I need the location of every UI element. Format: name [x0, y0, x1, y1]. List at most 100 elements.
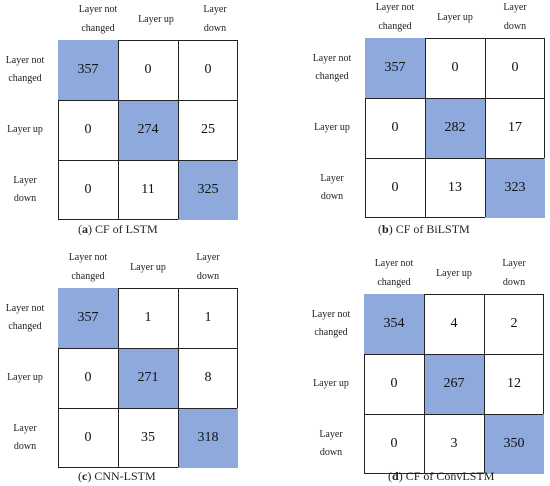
matrix-cell: 8: [204, 370, 212, 385]
confusion-matrix-grid: 354 4 2 0 267 12 0 3 350: [364, 294, 544, 474]
column-label-line: down: [502, 277, 526, 288]
grid-line: [178, 289, 179, 467]
matrix-cell: 0: [144, 62, 152, 77]
row-label: Layer not changed: [300, 306, 362, 342]
row-label-line: Layer not: [312, 53, 352, 64]
diagonal-cell: 354: [364, 294, 424, 354]
column-label: Layer not changed: [58, 248, 118, 286]
panel-caption-letter: b: [382, 222, 389, 236]
row-label-line: down: [319, 447, 343, 458]
matrix-cell: 25: [201, 122, 215, 137]
column-label-line: Layer up: [437, 11, 473, 23]
grid-line: [366, 158, 544, 159]
column-label-line: Layer not: [374, 258, 414, 269]
panel-caption-letter: a: [82, 222, 88, 236]
column-label-line: Layer: [203, 4, 227, 15]
grid-line: [59, 408, 237, 409]
grid-line: [59, 160, 237, 161]
column-label-line: down: [203, 23, 227, 34]
column-label: Layer not changed: [68, 0, 128, 38]
matrix-cell: 0: [84, 370, 92, 385]
row-label-line: changed: [314, 327, 348, 338]
panel-caption-text: CF of ConvLSTM: [402, 469, 495, 483]
row-label-line: Layer: [13, 175, 37, 186]
column-label-line: Layer up: [436, 267, 472, 279]
row-label-line: Layer: [13, 423, 37, 434]
panel-caption-letter: c: [82, 469, 88, 483]
column-label: Layer down: [178, 248, 238, 286]
matrix-cell: 0: [511, 60, 519, 75]
diagonal-cell: 350: [484, 414, 544, 474]
diagonal-cell: 357: [58, 40, 118, 100]
matrix-cell: 2: [510, 316, 518, 331]
diagonal-cell: 282: [425, 98, 485, 158]
confusion-matrix-grid: 357 0 0 0 282 17 0 13 323: [365, 38, 545, 218]
row-label-line: Layer up: [7, 372, 43, 383]
row-label-line: changed: [8, 321, 42, 332]
matrix-cell: 3: [450, 436, 458, 451]
confusion-matrix-grid: 357 1 1 0 271 8 0 35 318: [58, 288, 238, 468]
row-label-line: Layer: [320, 173, 344, 184]
row-label: Layer up: [0, 369, 56, 387]
column-label-line: changed: [71, 271, 105, 282]
column-label-line: down: [503, 21, 527, 32]
column-label: Layer down: [484, 254, 544, 292]
diagonal-cell: 357: [58, 288, 118, 348]
matrix-cell: 13: [448, 180, 462, 195]
row-label-line: Layer not: [5, 55, 45, 66]
row-label-line: changed: [315, 71, 349, 82]
row-label-line: down: [13, 441, 37, 452]
matrix-cell: 0: [204, 62, 212, 77]
matrix-cell: 0: [390, 376, 398, 391]
row-label: Layer down: [0, 420, 56, 456]
diagonal-cell: 267: [424, 354, 484, 414]
grid-line: [425, 39, 426, 217]
diagonal-cell: 271: [118, 348, 178, 408]
confusion-matrix-grid: 357 0 0 0 274 25 0 11 325: [58, 40, 238, 220]
panel-caption-text: CNN-LSTM: [91, 469, 156, 483]
matrix-cell: 0: [391, 120, 399, 135]
panel-caption-text: CF of BiLSTM: [392, 222, 470, 236]
matrix-cell: 35: [141, 430, 155, 445]
matrix-cell: 1: [144, 310, 152, 325]
column-label-line: Layer up: [130, 261, 166, 273]
column-label-line: Layer not: [68, 252, 108, 263]
column-label-line: Layer: [502, 258, 526, 269]
row-label: Layer up: [301, 119, 363, 137]
grid-line: [59, 348, 237, 349]
column-label-line: Layer up: [138, 13, 174, 25]
matrix-cell: 0: [390, 436, 398, 451]
row-label-line: Layer up: [314, 122, 350, 133]
row-label-line: changed: [8, 73, 42, 84]
column-label-line: Layer: [503, 2, 527, 13]
row-label-line: Layer: [319, 429, 343, 440]
column-label-line: changed: [377, 277, 411, 288]
row-label-line: Layer not: [5, 303, 45, 314]
row-label: Layer not changed: [0, 52, 56, 88]
row-label: Layer not changed: [301, 50, 363, 86]
panel-caption: (b) CF of BiLSTM: [378, 222, 470, 236]
matrix-cell: 0: [391, 180, 399, 195]
grid-line: [59, 100, 237, 101]
row-label: Layer up: [300, 375, 362, 393]
grid-line: [118, 41, 119, 219]
grid-line: [118, 289, 119, 467]
matrix-cell: 0: [451, 60, 459, 75]
grid-line: [366, 98, 544, 99]
grid-line: [424, 295, 425, 473]
matrix-cell: 12: [507, 376, 521, 391]
panel-caption-letter: d: [392, 469, 399, 483]
matrix-cell: 11: [141, 182, 155, 197]
diagonal-cell: 274: [118, 100, 178, 160]
column-label-line: changed: [378, 21, 412, 32]
matrix-cell: 0: [84, 430, 92, 445]
column-label: Layer not changed: [365, 0, 425, 36]
diagonal-cell: 325: [178, 160, 238, 220]
column-label-line: down: [196, 271, 220, 282]
column-label: Layer up: [425, 0, 485, 36]
panel-caption: (a) CF of LSTM: [78, 222, 158, 236]
row-label-line: down: [320, 191, 344, 202]
column-label-line: Layer not: [375, 2, 415, 13]
column-label: Layer up: [126, 0, 186, 38]
grid-line: [484, 295, 485, 473]
